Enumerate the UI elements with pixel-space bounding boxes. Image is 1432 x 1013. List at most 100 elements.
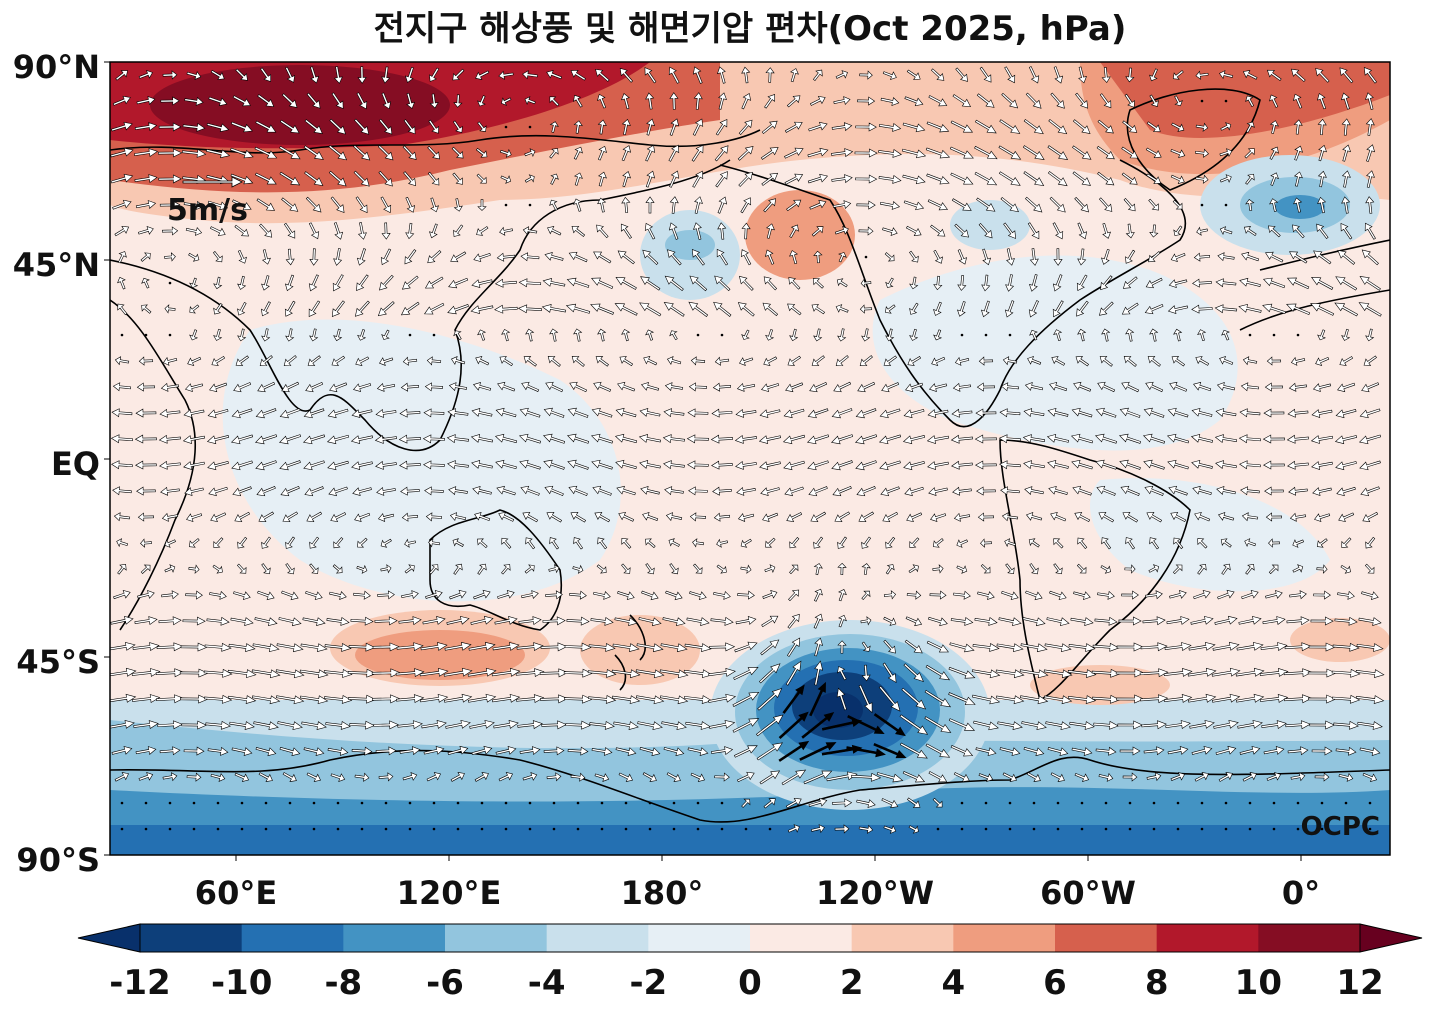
- wind-vector: [692, 170, 704, 188]
- wind-vector: [469, 719, 495, 729]
- wind-vector: [1029, 329, 1038, 341]
- wind-vector: [821, 718, 863, 731]
- wind-vector: [1337, 249, 1356, 265]
- wind-vector: [974, 617, 998, 626]
- wind-vector: [110, 693, 137, 703]
- wind-vector: [1073, 591, 1091, 600]
- wind-vector: [905, 616, 923, 627]
- wind-vector: [637, 721, 663, 731]
- wind-vector: [663, 408, 685, 418]
- wind-vector: [683, 695, 713, 704]
- wind-vector: [158, 148, 183, 158]
- wind-vector: [1200, 203, 1204, 207]
- wind-vector: [709, 642, 736, 652]
- wind-vector: [880, 201, 901, 210]
- wind-vector: [855, 434, 878, 445]
- wind-vector: [237, 249, 247, 264]
- wind-vector: [932, 797, 943, 808]
- wind-vector: [355, 356, 370, 366]
- wind-vector: [141, 304, 152, 314]
- wind-vector: [1056, 827, 1060, 831]
- wind-vector: [1168, 485, 1188, 496]
- wind-vector: [523, 356, 537, 367]
- wind-vector: [686, 434, 709, 444]
- wind-vector: [813, 588, 823, 602]
- wind-vector: [420, 642, 448, 651]
- wind-vector: [885, 304, 896, 314]
- wind-vector: [831, 174, 853, 184]
- wind-vector: [999, 408, 1021, 418]
- wind-vector: [498, 70, 514, 80]
- wind-vector: [668, 144, 680, 162]
- africa-coast: [110, 299, 197, 631]
- wind-vector: [421, 720, 447, 729]
- wind-vector: [909, 276, 919, 290]
- wind-vector: [621, 563, 631, 574]
- wind-vector: [444, 641, 472, 651]
- wind-vector: [740, 538, 752, 548]
- wind-vector: [786, 95, 801, 108]
- wind-vector: [830, 148, 854, 158]
- wind-vector: [984, 801, 988, 805]
- wind-vector: [381, 329, 390, 340]
- wind-vector: [135, 746, 157, 755]
- wind-vector: [694, 196, 703, 214]
- wind-vector: [1048, 119, 1068, 135]
- wind-vector: [590, 303, 614, 315]
- wind-vector: [953, 512, 971, 522]
- wind-vector: [1072, 485, 1092, 496]
- wind-vector: [735, 616, 757, 625]
- wind-vector: [948, 692, 976, 705]
- wind-vector: [501, 328, 511, 342]
- wind-vector: [588, 642, 616, 652]
- wind-vector: [713, 301, 732, 317]
- wind-vector: [1001, 590, 1019, 601]
- wind-vector: [494, 616, 518, 625]
- wind-vector: [134, 122, 158, 131]
- wind-vector: [1359, 276, 1381, 291]
- wind-vector: [399, 460, 421, 470]
- wind-vector: [1163, 694, 1193, 703]
- wind-vector: [691, 248, 705, 266]
- wind-vector: [1147, 356, 1161, 367]
- wind-vector: [552, 827, 556, 831]
- wind-vector: [1307, 668, 1337, 678]
- wind-vector: [642, 511, 659, 521]
- wind-vector: [216, 801, 220, 805]
- wind-vector: [811, 355, 825, 366]
- wind-vector: [926, 435, 950, 444]
- wind-vector: [357, 329, 367, 341]
- wind-vector: [691, 144, 704, 162]
- wind-vector: [567, 746, 589, 756]
- wind-vector: [1148, 564, 1160, 573]
- wind-vector: [450, 251, 467, 263]
- wind-vector: [384, 801, 388, 805]
- wind-vector: [330, 773, 346, 782]
- wind-vector: [624, 801, 628, 805]
- wind-vector: [1268, 564, 1279, 575]
- wind-vector: [809, 381, 828, 393]
- wind-vector: [546, 511, 563, 523]
- wind-vector: [759, 770, 781, 785]
- wind-vector: [522, 772, 538, 781]
- wind-vector: [384, 827, 388, 831]
- wind-vector: [451, 146, 464, 159]
- wind-vector: [138, 226, 154, 235]
- wind-vector: [234, 511, 251, 523]
- wind-vector: [859, 70, 873, 80]
- wind-vector: [976, 93, 995, 108]
- wind-vector: [1146, 121, 1161, 132]
- wind-vector: [1361, 382, 1380, 393]
- wind-vector: [740, 249, 752, 266]
- wind-vector: [838, 614, 847, 628]
- wind-vector: [1171, 122, 1185, 132]
- wind-vector: [279, 119, 300, 134]
- wind-vector: [400, 301, 420, 316]
- wind-vector: [468, 641, 496, 651]
- wind-vector: [283, 222, 296, 239]
- wind-vector: [948, 718, 976, 731]
- wind-vector: [1200, 99, 1204, 103]
- wind-vector: [1315, 356, 1330, 366]
- wind-vector: [552, 801, 556, 805]
- wind-vector: [1077, 537, 1088, 550]
